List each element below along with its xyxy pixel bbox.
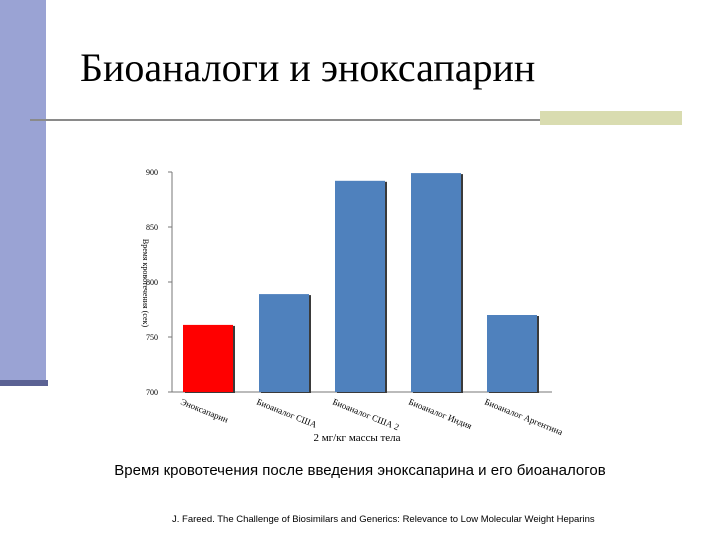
bar xyxy=(259,294,309,392)
x-tick-label: Биоаналог США 2 xyxy=(331,397,400,433)
title-divider xyxy=(30,119,682,121)
x-tick-label: Биоаналог Аргентина xyxy=(483,397,564,437)
bar xyxy=(487,315,537,392)
chart-caption: Время кровотечения после введения энокса… xyxy=(114,462,606,479)
source-citation: J. Fareed. The Challenge of Biosimilars … xyxy=(172,514,595,525)
bar xyxy=(183,324,233,392)
y-tick-label: 850 xyxy=(146,223,158,232)
side-decoration-shadow xyxy=(0,380,48,386)
bar xyxy=(335,180,385,392)
y-tick-label: 750 xyxy=(146,333,158,342)
x-axis-label: 2 мг/кг массы тела xyxy=(313,432,400,444)
side-decoration-bar xyxy=(0,0,46,383)
title-accent-block xyxy=(540,111,682,125)
y-tick-label: 700 xyxy=(146,388,158,397)
bar xyxy=(411,173,461,392)
x-tick-label: Биоаналог США xyxy=(255,397,318,430)
x-tick-label: Эноксапарин xyxy=(179,397,230,425)
bars xyxy=(183,173,539,393)
y-tick-label: 800 xyxy=(146,278,158,287)
x-tick-label: Биоаналог Индия xyxy=(407,397,473,431)
slide-title: Биоаналоги и эноксапарин xyxy=(80,45,536,90)
y-tick-label: 900 xyxy=(146,168,158,177)
y-axis-label: Время кровотечения (сек) xyxy=(141,239,150,328)
